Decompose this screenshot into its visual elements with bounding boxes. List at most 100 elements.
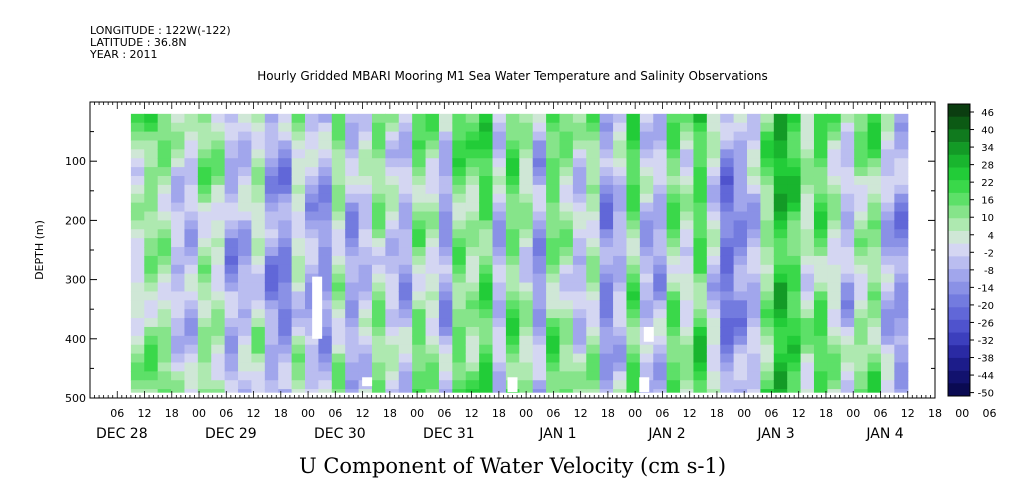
heatmap-cell [599,158,614,168]
heatmap-cell [345,122,360,133]
heatmap-cell [666,184,681,195]
heatmap-cell [465,211,480,221]
heatmap-cell [894,335,909,346]
heatmap-cell [251,211,266,221]
heatmap-cell [130,309,145,319]
heatmap-cell [720,353,735,364]
heatmap-cell [157,291,172,301]
heatmap-cell [398,184,413,195]
heatmap-cell [238,273,253,284]
heatmap-cell [358,335,373,346]
heatmap-cell [706,362,721,372]
heatmap-cell [747,344,761,355]
heatmap-cell [760,291,775,301]
heatmap-cell [880,371,895,381]
heatmap-cell [800,291,815,301]
heatmap-cell [666,131,681,142]
heatmap-cell [305,353,319,364]
heatmap-cell [385,167,400,177]
heatmap-cell [894,131,909,142]
heatmap-cell [840,158,855,168]
heatmap-cell [130,362,145,372]
heatmap-cell [706,326,721,337]
heatmap-cell [251,149,266,159]
heatmap-cell [345,184,360,195]
colorbar-swatch [948,142,970,156]
heatmap-cell [733,113,748,124]
heatmap-cell [305,371,319,381]
heatmap-cell [184,113,199,124]
heatmap-cell [840,318,855,328]
heatmap-cell [171,318,186,328]
heatmap-cell [693,131,708,142]
heatmap-cell [479,229,494,239]
heatmap-cell [197,140,212,150]
heatmap-cell [184,122,199,133]
heatmap-cell [546,353,561,364]
heatmap-cell [465,131,480,142]
heatmap-cell [733,176,748,186]
heatmap-cell [787,380,802,390]
heatmap-cell [130,247,145,257]
heatmap-cell [438,371,453,381]
heatmap-cell [653,273,668,284]
heatmap-field [130,113,909,393]
heatmap-cell [546,176,561,186]
heatmap-cell [291,380,306,390]
heatmap-cell [813,113,828,124]
heatmap-cell [251,389,266,393]
heatmap-cell [519,371,534,381]
heatmap-cell [331,113,346,124]
heatmap-cell [331,238,346,248]
heatmap-cell [318,371,333,381]
x-day-label: DEC 29 [205,426,257,442]
heatmap-cell [546,255,561,266]
heatmap-cell [358,220,373,230]
heatmap-cell [586,264,601,275]
heatmap-cell [465,220,480,230]
heatmap-cell [546,211,561,221]
heatmap-cell [505,193,520,204]
heatmap-cell [184,238,199,248]
x-hour-label: 06 [655,407,669,420]
heatmap-cell [720,122,735,133]
heatmap-cell [840,291,855,301]
heatmap-cell [586,193,601,204]
heatmap-cell [425,273,440,284]
heatmap-cell [305,220,319,230]
heatmap-cell [157,326,172,337]
heatmap-cell [532,318,547,328]
heatmap-cell [519,184,534,195]
heatmap-cell [894,220,909,230]
heatmap-cell [492,202,507,213]
heatmap-cell [827,220,842,230]
heatmap-cell [452,158,467,168]
heatmap-cell [653,167,668,177]
heatmap-cell [251,300,266,310]
heatmap-cell [733,220,748,230]
heatmap-cell [371,176,386,186]
heatmap-cell [599,309,614,319]
heatmap-cell [144,238,159,248]
heatmap-cell [733,184,748,195]
heatmap-cell [505,291,520,301]
heatmap-cell [666,193,681,204]
heatmap-cell [438,229,453,239]
x-day-label: DEC 31 [423,426,475,442]
heatmap-cell [840,229,855,239]
heatmap-cell [760,335,775,346]
heatmap-cell [532,158,547,168]
heatmap-cell [532,122,547,133]
heatmap-cell [385,113,400,124]
heatmap-cell [425,176,440,186]
heatmap-cell [693,202,708,213]
heatmap-cell [840,149,855,159]
heatmap-cell [184,389,199,393]
x-hour-label: 00 [628,407,642,420]
heatmap-cell [371,326,386,337]
heatmap-cell [653,362,668,372]
heatmap-cell [559,229,574,239]
heatmap-cell [385,255,400,266]
heatmap-cell [867,184,882,195]
heatmap-cell [345,371,360,381]
